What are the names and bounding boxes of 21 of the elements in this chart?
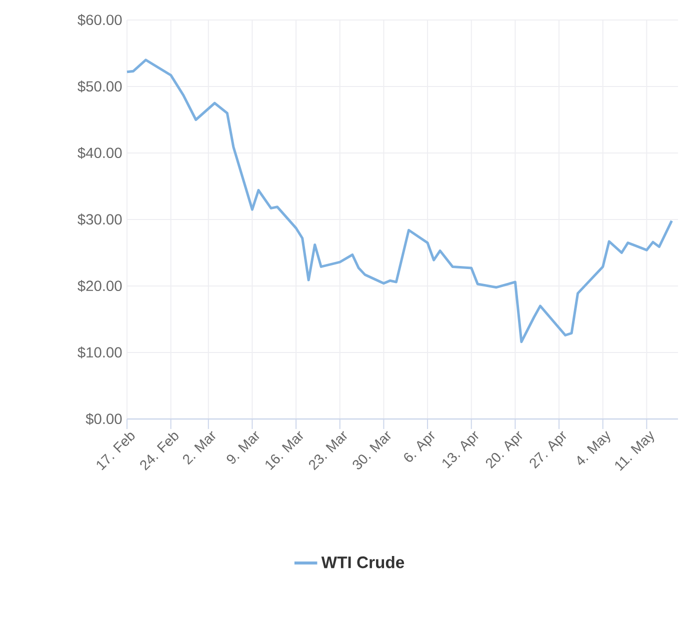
x-tick-label: 9. Mar [226,431,260,464]
y-tick-label: $60.00 [78,14,122,26]
x-tick-label: 11. May [615,430,654,471]
x-tick-label: 24. Feb [140,432,178,471]
y-tick-label: $40.00 [78,147,122,159]
x-tick-label: 2. Mar [183,431,216,465]
x-tick-label: 16. Mar [266,431,304,470]
y-tick-label: $20.00 [78,280,122,292]
y-tick-label: $50.00 [78,80,122,92]
y-tick-label: $30.00 [78,214,122,226]
x-tick-label: 13. Apr [442,431,478,468]
legend-label: WTI Crude [321,556,404,568]
x-tick-label: 17. Feb [96,432,135,470]
x-tick-label: 30. Mar [352,431,391,470]
x-tick-label: 4. May [577,430,610,466]
y-tick-label: $10.00 [78,346,122,358]
x-tick-label: 6. Apr [404,431,435,462]
y-tick-label: $0.00 [86,413,122,425]
x-tick-label: 23. Mar [309,431,347,470]
x-tick-label: 27. Apr [530,431,566,469]
x-tick-label: 20. Apr [486,431,522,469]
